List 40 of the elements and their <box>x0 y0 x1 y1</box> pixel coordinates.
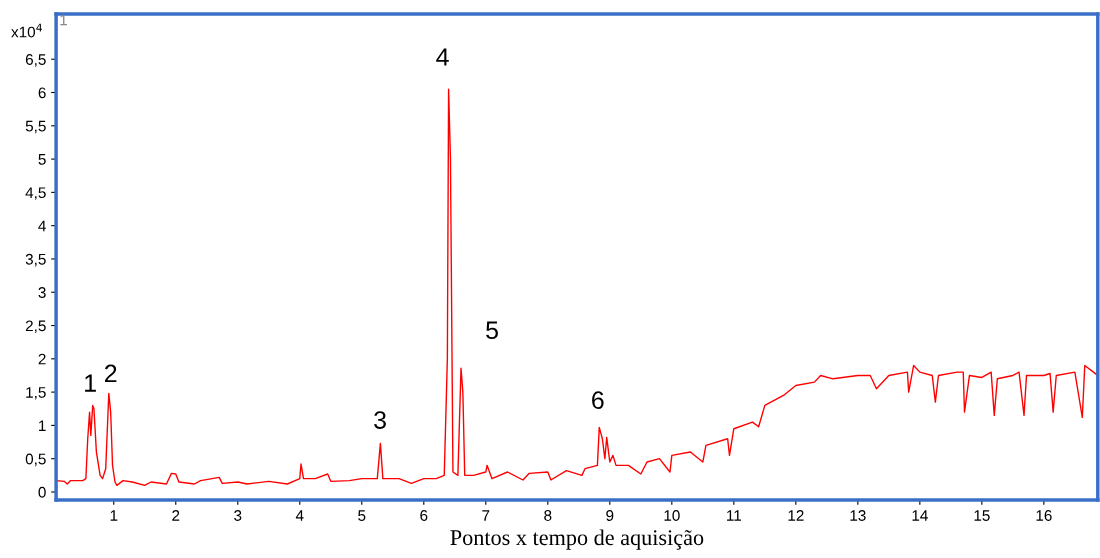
x-tick-label: 12 <box>788 510 804 521</box>
annotation: 2 <box>104 364 117 383</box>
x-tick-label: 11 <box>727 510 742 521</box>
x-tick-label: 8 <box>544 510 552 521</box>
y-tick-label: 1 <box>39 420 46 431</box>
x-tick-label: 1 <box>110 510 118 521</box>
annotation: 6 <box>592 391 604 409</box>
annotation: 5 <box>486 321 498 339</box>
x-tick-label: 15 <box>974 510 990 521</box>
y-tick-label: 2 <box>38 353 46 365</box>
line-series <box>56 88 1098 487</box>
y-tick-label: 3 <box>38 287 46 298</box>
y-tick-label: 5,5 <box>25 120 46 134</box>
x-tick-label: 14 <box>912 510 928 521</box>
annotation: 4 <box>436 48 449 66</box>
annotation: 1 <box>60 14 67 26</box>
annotation: 3 <box>374 411 386 429</box>
y-tick-label: 4,5 <box>25 187 46 200</box>
y-tick-label: 0 <box>38 486 46 498</box>
y-tick-label: 4 <box>38 220 46 232</box>
text: x10$^{4}$ <box>11 23 42 38</box>
x-tick-label: 7 <box>482 510 490 521</box>
y-tick-label: 6,5 <box>25 54 46 67</box>
y-tick-label: 2,5 <box>25 320 46 334</box>
x-tick-label: 16 <box>1036 510 1052 521</box>
x-tick-label: 4 <box>295 510 304 521</box>
y-tick-label: 5 <box>38 154 46 165</box>
x-tick-label: 2 <box>172 510 180 521</box>
x-tick-label: 6 <box>420 510 428 521</box>
y-tick-label: 3,5 <box>25 253 46 267</box>
y-tick-label: 0,5 <box>25 453 46 467</box>
annotation: 1 <box>85 374 96 392</box>
x-tick-label: 3 <box>234 510 242 521</box>
y-tick-label: 1,5 <box>26 387 46 400</box>
x-tick-label: 9 <box>606 510 614 521</box>
y-tick-label: 6 <box>38 87 46 99</box>
x-axis-title: Pontos x tempo de aquisição <box>450 529 704 550</box>
x-tick-label: 5 <box>358 510 366 521</box>
x-tick-label: 13 <box>850 510 866 521</box>
x-tick-label: 10 <box>664 510 680 521</box>
